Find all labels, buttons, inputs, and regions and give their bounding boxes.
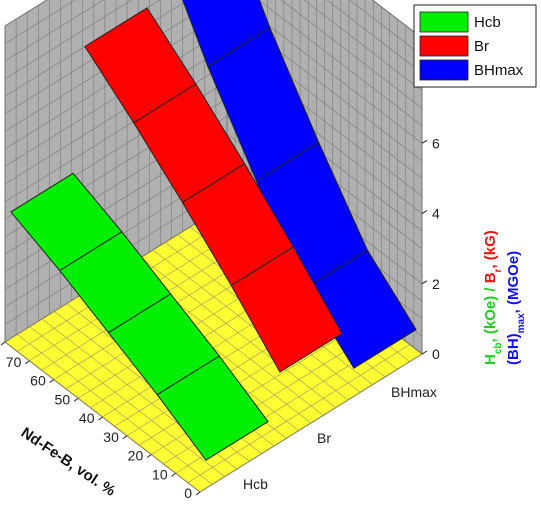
- legend-swatch: [419, 59, 469, 81]
- z-axis-title-part: r: [493, 268, 504, 272]
- x-tick-label: 0: [184, 485, 192, 501]
- legend-swatch: [419, 11, 469, 33]
- x-tick-label: 10: [152, 466, 168, 482]
- x-axis-ticks: 01020304050607080: [0, 341, 201, 501]
- z-tick-mark: [421, 210, 428, 214]
- ribbon-segment-hcb: [10, 172, 123, 272]
- x-tick-mark: [171, 472, 176, 477]
- x-tick-label: 40: [79, 410, 95, 426]
- z-axis-title-part: H: [482, 354, 499, 365]
- ribbon-bhmax: [182, 0, 417, 369]
- x-tick-label: 20: [128, 448, 144, 464]
- x-tick-mark: [49, 379, 55, 383]
- legend-label: BHmax: [474, 62, 524, 79]
- chart-ribbons: [10, 0, 417, 461]
- z-axis-title-line1: Hcb, (kOe) / Br, (kG): [482, 230, 504, 365]
- x-tick-mark: [0, 341, 6, 346]
- x-tick-label: 70: [6, 354, 22, 370]
- x-tick-mark: [195, 491, 201, 496]
- ribbon-segment-bhmax: [182, 0, 271, 67]
- legend-label: Hcb: [474, 14, 501, 31]
- z-axis-title-part: (BH): [505, 333, 522, 365]
- x-tick-mark: [25, 360, 30, 365]
- floor-grid: [140, 257, 336, 408]
- x-tick-mark: [73, 397, 79, 402]
- z-tick-label: 2: [432, 276, 440, 292]
- category-tick-label: BHmax: [391, 384, 437, 400]
- category-tick-label: Br: [317, 430, 331, 446]
- z-axis-title-part: , (MGOe): [505, 251, 522, 314]
- x-tick-label: 60: [30, 373, 46, 389]
- z-axis-ticks: 02468: [421, 65, 440, 362]
- z-tick-label: 4: [432, 206, 440, 222]
- ribbon-br: [84, 7, 343, 373]
- z-axis-title-part: , (kOe) /: [482, 283, 499, 342]
- floor-grid: [29, 326, 225, 477]
- z-axis-title-part: cb: [493, 342, 504, 354]
- z-tick-mark: [421, 350, 428, 355]
- x-tick-label: 50: [55, 391, 71, 407]
- legend: Hcb Br BHmax: [413, 4, 537, 88]
- z-tick-mark: [421, 139, 428, 144]
- x-tick-mark: [122, 435, 128, 440]
- z-axis-title-line2: (BH)max, (MGOe): [505, 251, 527, 365]
- ribbon-segment-br: [84, 7, 197, 124]
- x-tick-mark: [146, 454, 152, 458]
- z-tick-label: 0: [432, 346, 440, 362]
- legend-label: Br: [474, 38, 489, 55]
- y-axis-ticks: Hcb Br BHmax: [243, 384, 437, 492]
- z-axis-title-part: , (kG): [482, 230, 499, 268]
- x-tick-label: 30: [103, 429, 119, 445]
- x-tick-mark: [98, 416, 103, 421]
- floor-grid: [152, 249, 349, 401]
- z-axis-title-part: B: [482, 272, 499, 283]
- z-tick-mark: [421, 280, 428, 285]
- z-tick-label: 6: [432, 135, 440, 151]
- category-tick-label: Hcb: [243, 476, 268, 492]
- ribbon-hcb: [10, 172, 269, 461]
- z-axis-title-part: max: [516, 313, 527, 333]
- legend-swatch: [419, 35, 469, 57]
- floor-grid: [17, 334, 213, 485]
